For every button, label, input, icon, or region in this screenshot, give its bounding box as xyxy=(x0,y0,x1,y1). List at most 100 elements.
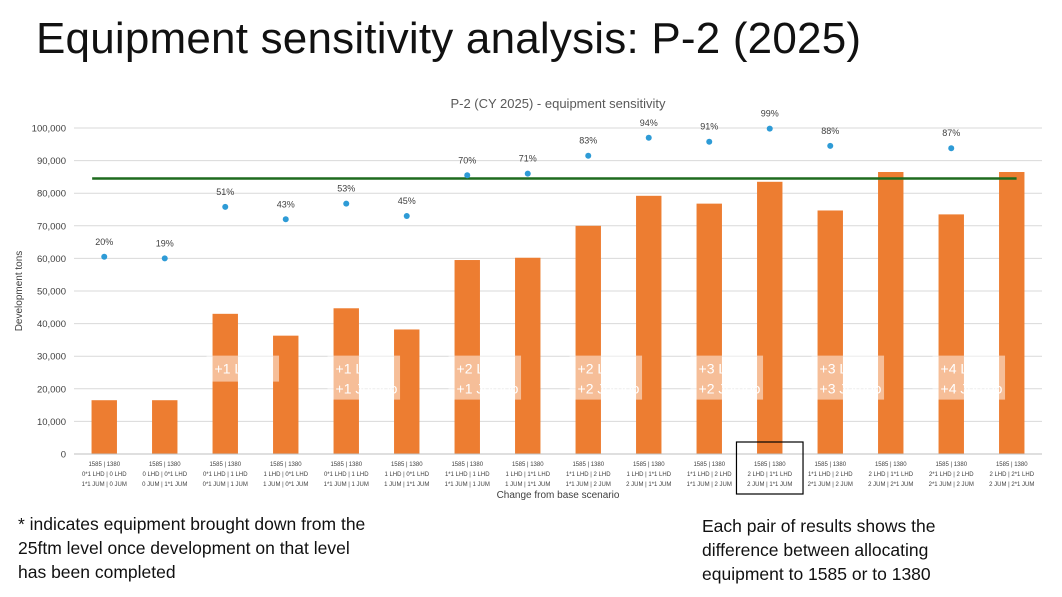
x-tick-label: 1585 | 1380 xyxy=(693,462,725,468)
bar-waste-mined xyxy=(575,225,601,454)
x-tick-label: 1585 | 1380 xyxy=(330,462,362,468)
x-tick-label: 2*1 JUM | 2 JUM xyxy=(808,482,853,488)
adherence-point xyxy=(464,172,471,179)
x-tick-label: 1*1 LHD | 2 LHD xyxy=(808,472,853,478)
group-label: +1 LHD xyxy=(336,361,384,377)
x-tick-label: 2 JUM | 1*1 JUM xyxy=(747,482,792,488)
group-label: +4 LHD xyxy=(941,361,989,377)
bar-waste-mined xyxy=(878,172,904,454)
adherence-point xyxy=(403,213,410,220)
x-tick-label: 1*1 LHD | 1 LHD xyxy=(445,472,490,478)
bar-waste-mined xyxy=(999,172,1025,454)
adherence-label: 91% xyxy=(700,122,718,132)
adherence-point xyxy=(101,253,108,260)
y-tick-label: 40,000 xyxy=(37,319,66,330)
adherence-label: 53% xyxy=(337,184,355,194)
group-label: +4 Jumbo xyxy=(941,381,1003,397)
group-label: +3 LHD xyxy=(820,361,868,377)
y-tick-label: 20,000 xyxy=(37,384,66,395)
y-tick-label: 10,000 xyxy=(37,417,66,428)
y-tick-label: 30,000 xyxy=(37,352,66,363)
group-label: +3 LHD xyxy=(699,361,747,377)
x-tick-label: 1*1 JUM | 2 JUM xyxy=(566,482,611,488)
x-tick-label: 1*1 JUM | 0 JUM xyxy=(82,482,127,488)
group-label-box xyxy=(932,355,1006,400)
y-axis-label: Development tons xyxy=(14,251,25,332)
bar-waste-mined xyxy=(273,335,299,454)
adherence-point xyxy=(645,134,652,141)
bar-waste-mined xyxy=(636,195,662,455)
x-tick-label: 0*1 LHD | 1 LHD xyxy=(324,472,369,478)
x-tick-label: 1585 | 1380 xyxy=(633,462,665,468)
adherence-point xyxy=(222,203,229,210)
bar-waste-mined xyxy=(152,400,178,454)
x-tick-label: 2*1 LHD | 2 LHD xyxy=(929,472,974,478)
x-tick-label: 0*1 LHD | 1 LHD xyxy=(203,472,248,478)
y-tick-label: 100,000 xyxy=(32,124,66,135)
adherence-point xyxy=(766,125,773,132)
x-tick-label: 1 JUM | 1*1 JUM xyxy=(384,482,429,488)
bar-waste-mined xyxy=(938,214,964,454)
x-tick-label: 1585 | 1380 xyxy=(270,462,302,468)
y-tick-label: 60,000 xyxy=(37,254,66,265)
y-tick-label: 80,000 xyxy=(37,189,66,200)
group-label: +2 Jumbo xyxy=(699,381,761,397)
x-tick-label: 2 LHD | 2*1 LHD xyxy=(989,472,1034,478)
adherence-point xyxy=(706,138,713,145)
y-tick-label: 90,000 xyxy=(37,156,66,167)
x-tick-label: 1585 | 1380 xyxy=(88,462,120,468)
group-label: +2 LHD xyxy=(578,361,626,377)
bar-waste-mined xyxy=(696,203,722,454)
x-tick-label: 1585 | 1380 xyxy=(451,462,483,468)
x-tick-label: 2 LHD | 1*1 LHD xyxy=(868,472,913,478)
adherence-label: 83% xyxy=(579,136,597,146)
x-tick-label: 1585 | 1380 xyxy=(149,462,181,468)
x-tick-label: 1585 | 1380 xyxy=(572,462,604,468)
x-tick-label: 0 LHD | 0*1 LHD xyxy=(142,472,187,478)
adherence-label: 99% xyxy=(761,109,779,119)
y-tick-label: 70,000 xyxy=(37,221,66,232)
page-title: Equipment sensitivity analysis: P-2 (202… xyxy=(36,14,862,63)
x-tick-label: 2 JUM | 2*1 JUM xyxy=(989,482,1034,488)
adherence-label: 19% xyxy=(156,238,174,248)
x-axis-label: Change from base scenario xyxy=(497,490,620,501)
x-tick-label: 1 LHD | 1*1 LHD xyxy=(626,472,671,478)
adherence-label: 88% xyxy=(821,126,839,136)
adherence-label: 87% xyxy=(942,128,960,138)
adherence-point xyxy=(524,170,531,177)
y-tick-label: 50,000 xyxy=(37,287,66,298)
x-tick-label: 1585 | 1380 xyxy=(391,462,423,468)
adherence-point xyxy=(827,142,834,149)
bar-waste-mined xyxy=(757,181,783,454)
group-label-box xyxy=(206,355,280,382)
adherence-label: 70% xyxy=(458,155,476,165)
x-tick-label: 2 JUM | 1*1 JUM xyxy=(626,482,671,488)
adherence-point xyxy=(161,255,168,262)
x-tick-label: 1585 | 1380 xyxy=(754,462,786,468)
adherence-label: 20% xyxy=(95,237,113,247)
adherence-label: 94% xyxy=(640,118,658,128)
bar-waste-mined xyxy=(817,210,843,454)
x-tick-label: 1*1 LHD | 2 LHD xyxy=(566,472,611,478)
x-tick-label: 1 JUM | 1*1 JUM xyxy=(505,482,550,488)
adherence-point xyxy=(585,152,592,159)
x-tick-label: 2*1 JUM | 2 JUM xyxy=(929,482,974,488)
x-tick-label: 1585 | 1380 xyxy=(512,462,544,468)
x-tick-label: 0*1 JUM | 1 JUM xyxy=(203,482,248,488)
adherence-label: 45% xyxy=(398,196,416,206)
x-tick-label: 1 JUM | 0*1 JUM xyxy=(263,482,308,488)
adherence-label: 51% xyxy=(216,187,234,197)
group-label: +1 Jumbo xyxy=(457,381,519,397)
group-label: +1 LHD xyxy=(215,361,263,377)
adherence-point xyxy=(948,145,955,152)
x-tick-label: 1585 | 1380 xyxy=(996,462,1028,468)
x-tick-label: 1*1 JUM | 2 JUM xyxy=(687,482,732,488)
x-tick-label: 1*1 JUM | 1 JUM xyxy=(324,482,369,488)
x-tick-label: 1585 | 1380 xyxy=(935,462,967,468)
group-label: +2 LHD xyxy=(457,361,505,377)
x-tick-label: 1 LHD | 1*1 LHD xyxy=(505,472,550,478)
x-tick-label: 0*1 LHD | 0 LHD xyxy=(82,472,127,478)
x-tick-label: 1585 | 1380 xyxy=(875,462,907,468)
x-tick-label: 1*1 JUM | 1 JUM xyxy=(445,482,490,488)
bar-waste-mined xyxy=(91,400,117,454)
